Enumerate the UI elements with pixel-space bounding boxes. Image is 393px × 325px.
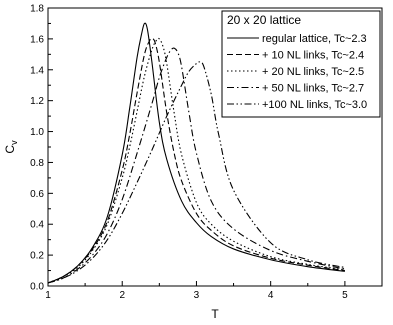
series-line-3 — [47, 37, 345, 284]
series-line-4 — [47, 47, 346, 284]
y-axis-title-main: C — [3, 145, 17, 154]
y-tick-label: 1.2 — [30, 96, 44, 107]
legend-label-4: + 50 NL links, Tc~2.7 — [262, 83, 364, 95]
ticks-group: 1 2 3 4 5 0.0 0.2 0.4 0.6 0.8 1.0 1.2 1.4 1.6 1.8 — [30, 4, 348, 302]
y-tick-label: 0.6 — [30, 189, 44, 200]
y-axis-title-sub: v — [9, 140, 19, 145]
series-line-2 — [47, 38, 345, 284]
legend-label-2: + 10 NL links, Tc~2.4 — [262, 50, 364, 62]
series-line-5 — [47, 61, 346, 284]
x-tick-label: 4 — [268, 290, 274, 301]
legend-label-3: + 20 NL links, Tc~2.5 — [262, 66, 364, 78]
y-tick-label: 1.6 — [30, 34, 44, 45]
x-tick-label: 1 — [45, 290, 51, 301]
legend: 20 x 20 lattice regular lattice, Tc~2.3 +… — [221, 10, 381, 118]
y-tick-label: 0.4 — [30, 220, 44, 231]
y-axis-title: Cv — [3, 140, 19, 154]
series-group — [47, 22, 346, 284]
y-tick-label: 1.8 — [30, 4, 44, 15]
x-axis-title: T — [211, 307, 219, 321]
y-tick-label: 0.2 — [30, 251, 44, 262]
y-tick-label: 0.0 — [30, 282, 44, 293]
legend-label-5: +100 NL links, Tc~3.0 — [262, 99, 367, 111]
y-tick-label: 1.0 — [30, 127, 44, 138]
legend-box — [221, 10, 381, 118]
legend-label-1: regular lattice, Tc~2.3 — [262, 33, 367, 45]
x-tick-label: 3 — [194, 290, 200, 301]
legend-title: 20 x 20 lattice — [227, 13, 301, 27]
legend-entries: regular lattice, Tc~2.3 + 10 NL links, Tc… — [227, 33, 367, 111]
series-line-1 — [47, 22, 345, 284]
y-tick-label: 0.8 — [30, 158, 44, 169]
x-tick-label: 5 — [342, 290, 348, 301]
y-tick-label: 1.4 — [30, 65, 44, 76]
x-tick-label: 2 — [119, 290, 125, 301]
